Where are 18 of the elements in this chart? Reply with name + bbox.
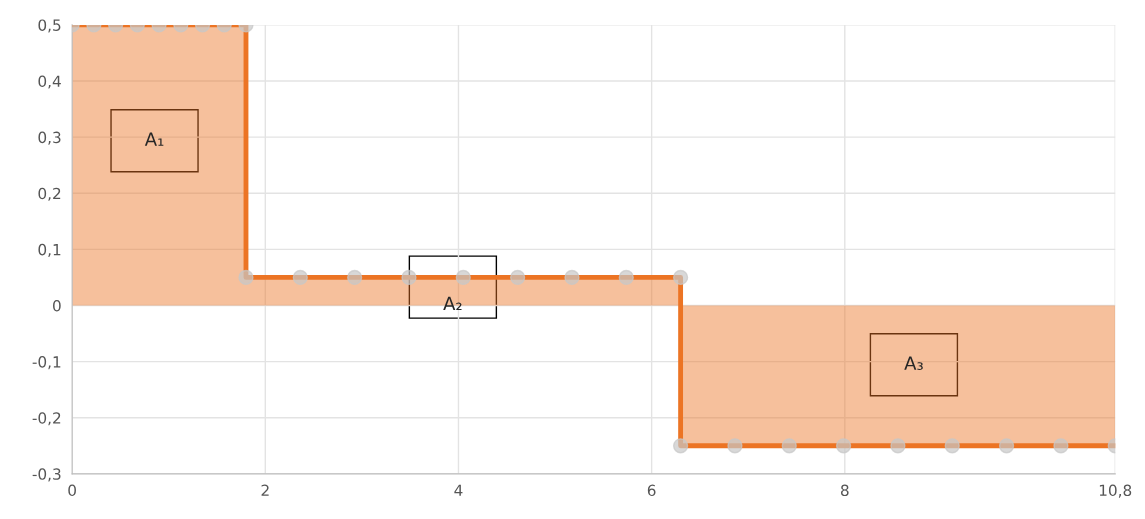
x-tick-label: 6 — [647, 484, 656, 497]
annotation: A₂ — [443, 296, 462, 311]
annotation: A₁ — [144, 132, 164, 146]
annotation: A₃ — [904, 356, 923, 370]
y-tick-label: 0,3 — [38, 131, 61, 145]
x-tick-label: 2 — [261, 484, 269, 496]
y-tick-label: 0,4 — [38, 75, 61, 89]
y-tick-label: -0,2 — [32, 412, 61, 426]
y-tick-label: -0,3 — [32, 468, 61, 482]
y-tick-label: 0,5 — [38, 19, 61, 33]
x-tick-label: 0 — [68, 484, 76, 497]
x-tick-label: 8 — [840, 484, 849, 497]
x-tick-label: 10,8 — [1099, 484, 1132, 498]
y-tick-label: 0,1 — [38, 243, 61, 257]
y-tick-label: 0,2 — [38, 187, 61, 201]
y-tick-label: -0,1 — [32, 356, 61, 370]
y-tick-label: 0 — [53, 299, 61, 312]
x-tick-label: 4 — [454, 484, 463, 496]
